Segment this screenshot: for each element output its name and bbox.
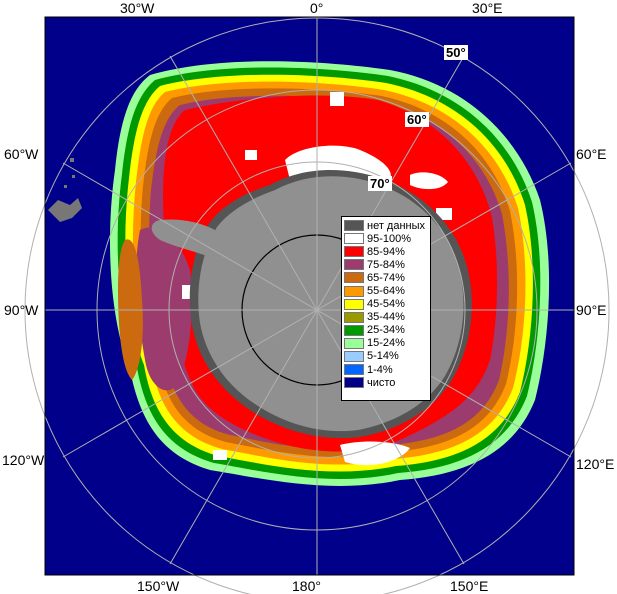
lon-label-60e: 60°E bbox=[576, 146, 607, 162]
lon-label-30w: 30°W bbox=[120, 0, 155, 16]
lon-label-30e: 30°E bbox=[472, 0, 503, 16]
lon-label-90w: 90°W bbox=[4, 302, 39, 318]
lon-label-120e: 120°E bbox=[576, 456, 615, 472]
lat-label-50: 50° bbox=[444, 45, 468, 60]
lon-label-60w: 60°W bbox=[4, 146, 39, 162]
lon-label-150e: 150°E bbox=[450, 578, 489, 594]
ice-zone-75-84-west bbox=[136, 227, 192, 391]
legend-item: 35-44% bbox=[344, 311, 428, 324]
lon-label-120w: 120°W bbox=[2, 452, 45, 468]
legend-item: 15-24% bbox=[344, 337, 428, 350]
lon-label-150w: 150°W bbox=[137, 578, 180, 594]
legend-swatch bbox=[344, 233, 364, 245]
lat-label-70: 70° bbox=[368, 176, 392, 191]
legend-swatch bbox=[344, 220, 364, 232]
map-frame bbox=[44, 16, 575, 576]
legend-label: 25-34% bbox=[367, 324, 405, 337]
graticule bbox=[24, 17, 610, 594]
legend-label: 95-100% bbox=[367, 232, 412, 245]
legend-label: 75-84% bbox=[367, 258, 405, 271]
legend-item: 1-4% bbox=[344, 363, 428, 376]
legend-item: 95-100% bbox=[344, 232, 428, 245]
legend-item: нет данных bbox=[344, 219, 428, 232]
legend-label: 85-94% bbox=[367, 245, 405, 258]
island-specks bbox=[48, 158, 82, 222]
legend-swatch bbox=[344, 377, 364, 389]
legend-item: 75-84% bbox=[344, 258, 428, 271]
lon-label-180: 180° bbox=[292, 578, 321, 594]
legend-swatch bbox=[344, 324, 364, 336]
lon-label-90e: 90°E bbox=[576, 302, 607, 318]
legend-label: 1-4% bbox=[367, 363, 393, 376]
legend-swatch bbox=[344, 259, 364, 271]
legend-item: 65-74% bbox=[344, 271, 428, 284]
concentration-legend: нет данных 95-100% 85-94% 75-84% 65-74% 55-64… bbox=[341, 216, 431, 401]
legend-swatch bbox=[344, 364, 364, 376]
legend-label: 15-24% bbox=[367, 337, 405, 350]
legend-label: 65-74% bbox=[367, 271, 405, 284]
legend-label: нет данных bbox=[367, 219, 426, 232]
legend-swatch bbox=[344, 272, 364, 284]
legend-label: чисто bbox=[367, 376, 396, 389]
legend-item: чисто bbox=[344, 376, 428, 389]
legend-swatch bbox=[344, 311, 364, 323]
legend-label: 35-44% bbox=[367, 311, 405, 324]
legend-item: 45-54% bbox=[344, 298, 428, 311]
legend-swatch bbox=[344, 298, 364, 310]
legend-swatch bbox=[344, 285, 364, 297]
legend-item: 5-14% bbox=[344, 350, 428, 363]
legend-item: 85-94% bbox=[344, 245, 428, 258]
legend-swatch bbox=[344, 337, 364, 349]
legend-swatch bbox=[344, 350, 364, 362]
legend-swatch bbox=[344, 246, 364, 258]
antarctic-peninsula bbox=[151, 219, 215, 258]
legend-label: 45-54% bbox=[367, 298, 405, 311]
lat-label-60: 60° bbox=[405, 112, 429, 127]
legend-item: 25-34% bbox=[344, 324, 428, 337]
legend-label: 55-64% bbox=[367, 285, 405, 298]
legend-label: 5-14% bbox=[367, 350, 399, 363]
lon-label-0: 0° bbox=[310, 0, 324, 16]
legend-item: 55-64% bbox=[344, 284, 428, 297]
